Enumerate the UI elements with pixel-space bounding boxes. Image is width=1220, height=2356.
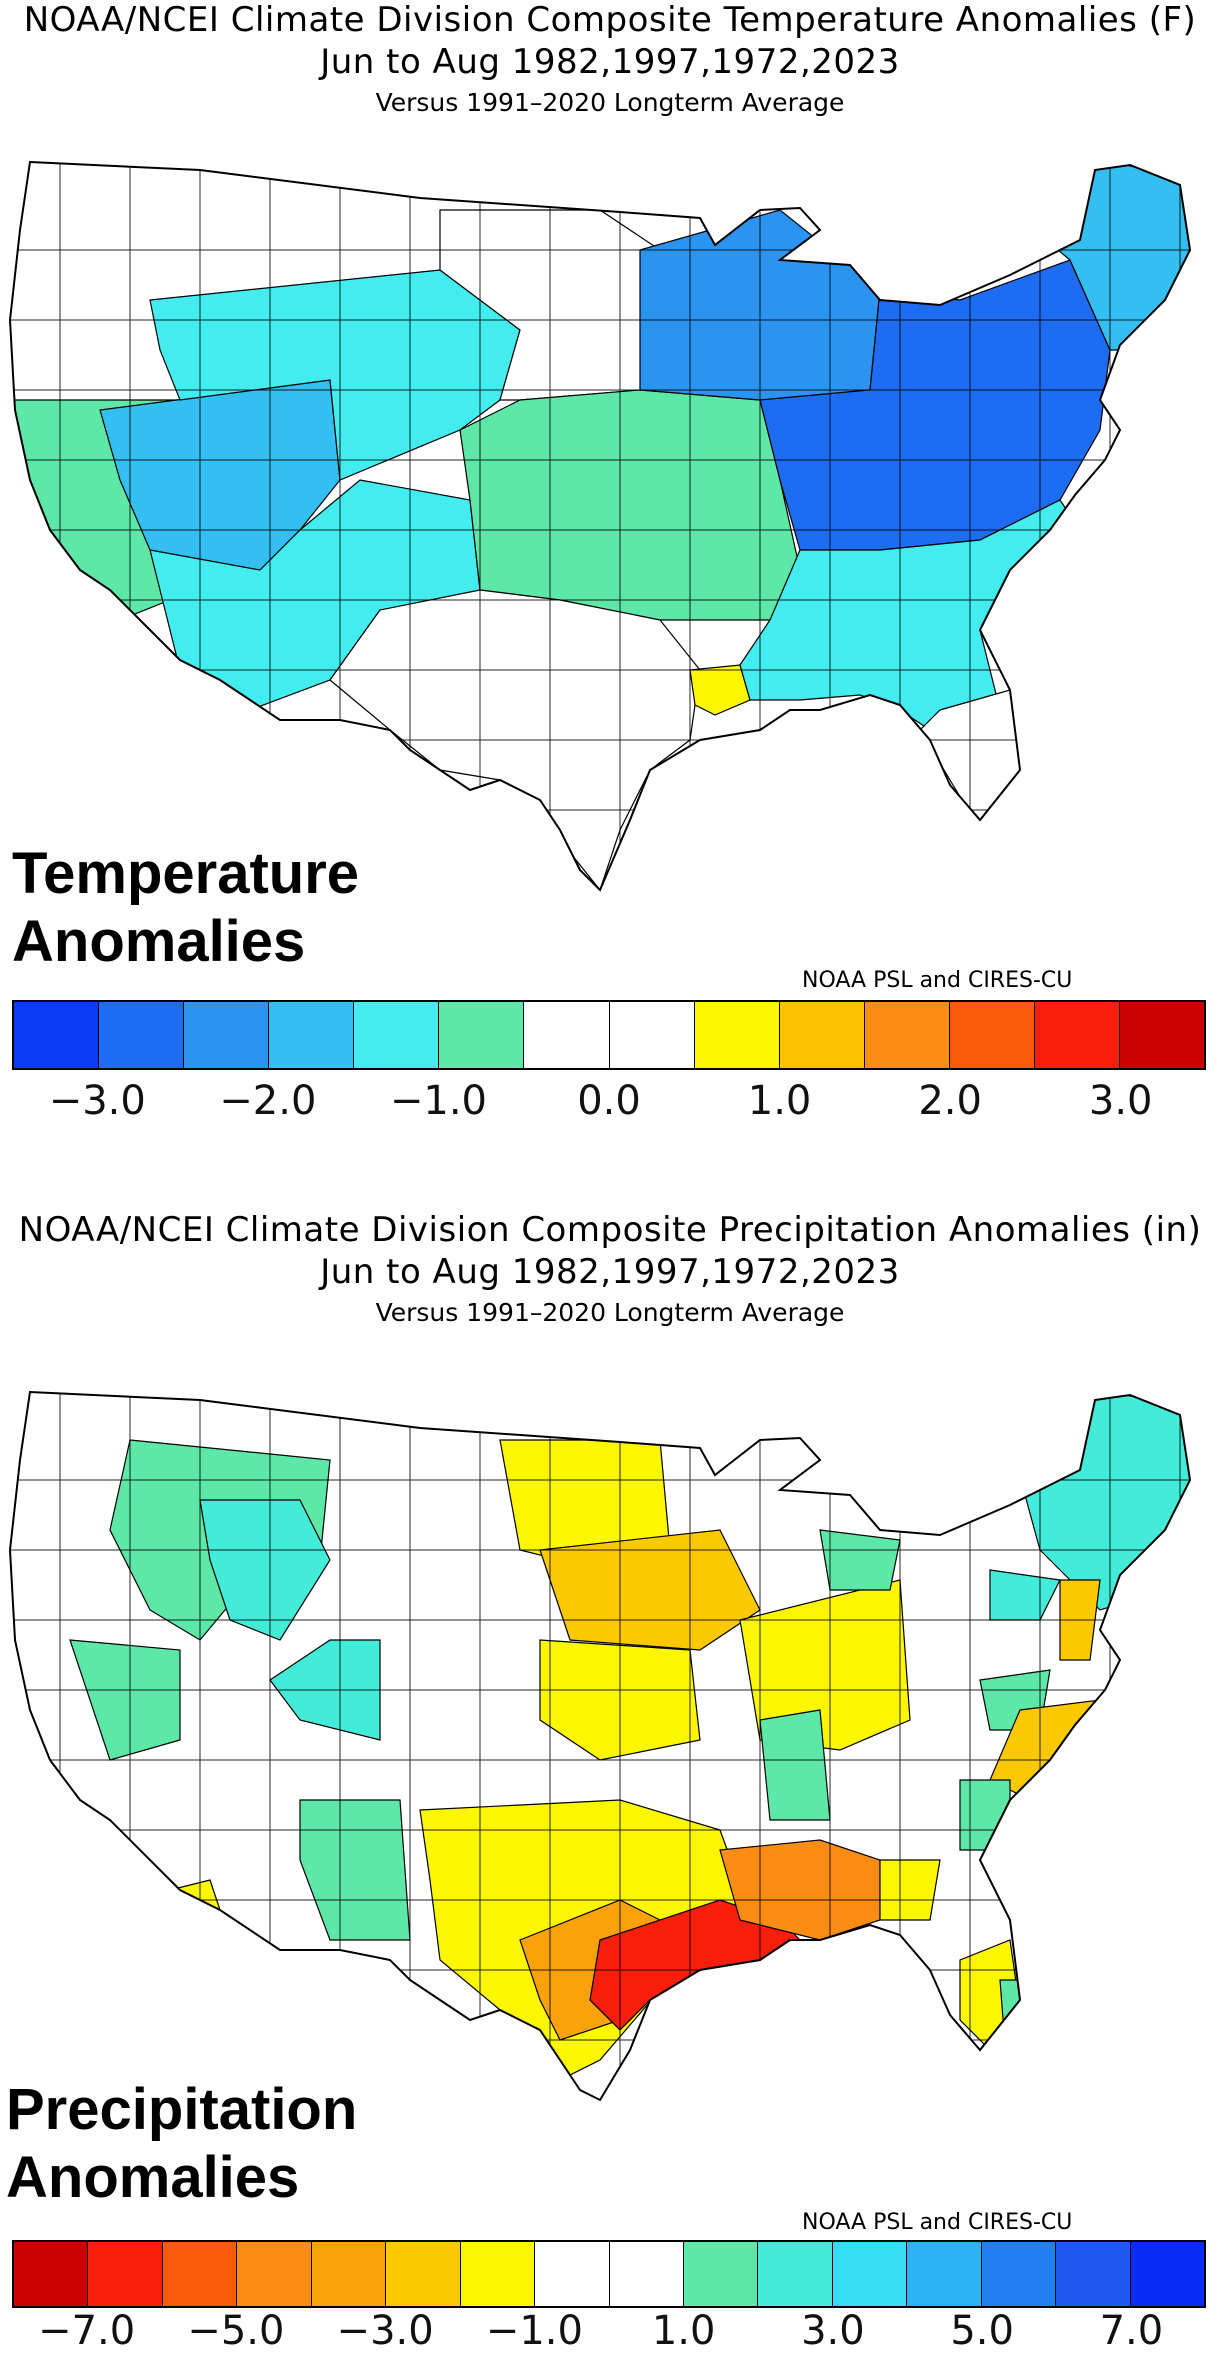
temperature-colorbar-tick-label: −2.0 (219, 1078, 317, 1124)
region-louisiana-coast (689, 664, 751, 716)
region-mississippi-green (759, 1709, 831, 1821)
precipitation-colorbar-tick-label: −1.0 (485, 2308, 583, 2354)
region-great-basin-green (69, 1639, 181, 1761)
us-outline (8, 1390, 1192, 2102)
precipitation-colorbar-swatch (311, 2242, 387, 2306)
temperature-colorbar-swatch (99, 1002, 185, 1068)
precipitation-colorbar-swatch (1056, 2242, 1131, 2306)
precipitation-panel-label: Precipitation Anomalies (6, 2076, 357, 2212)
precipitation-colorbar-tick-label: 3.0 (801, 2308, 865, 2354)
temperature-colorbar-swatch (949, 1002, 1035, 1068)
precipitation-colorbar-swatch (981, 2242, 1057, 2306)
region-gulf-yellow (879, 1859, 941, 1921)
precipitation-colorbar-swatch (14, 2242, 89, 2306)
temperature-colorbar-ticks: −3.0 −2.0 −1.0 0.0 1.0 2.0 3.0 (12, 1078, 1206, 1126)
temperature-label-line1: Temperature (12, 841, 360, 906)
region-iowa-nebraska (539, 1529, 761, 1651)
temperature-colorbar-swatch (779, 1002, 865, 1068)
temperature-colorbar-tick-label: 3.0 (1088, 1078, 1153, 1124)
precipitation-colorbar-tick-label: −5.0 (187, 2308, 285, 2354)
precipitation-colorbar-tick-label: −3.0 (336, 2308, 434, 2354)
temperature-colorbar-swatch (439, 1002, 525, 1068)
temperature-colorbar-swatch (864, 1002, 950, 1068)
precipitation-colorbar (12, 2240, 1206, 2308)
temperature-colorbar-swatch (14, 1002, 100, 1068)
us-outline (8, 160, 1192, 892)
temperature-colorbar-swatch (1120, 1002, 1205, 1068)
region-new-mexico (299, 1799, 411, 1941)
precipitation-panel: NOAA/NCEI Climate Division Composite Pre… (0, 1210, 1220, 2354)
temperature-label-line2: Anomalies (12, 909, 306, 974)
temperature-colorbar-swatch (184, 1002, 270, 1068)
temperature-colorbar-swatch (354, 1002, 440, 1068)
temperature-map (8, 160, 1192, 892)
precipitation-credit: NOAA PSL and CIRES-CU (802, 2210, 1073, 2235)
temperature-colorbar-swatch (609, 1002, 695, 1068)
region-florida-green (999, 1979, 1031, 2046)
temperature-colorbar-swatch (269, 1002, 355, 1068)
precipitation-colorbar-tick-label: 5.0 (950, 2308, 1014, 2354)
precipitation-colorbar-tick-label: −7.0 (38, 2308, 136, 2354)
precipitation-colorbar-swatch (683, 2242, 759, 2306)
temperature-panel: NOAA/NCEI Climate Division Composite Tem… (8, 0, 1206, 1126)
precipitation-colorbar-tick-label: 7.0 (1099, 2308, 1164, 2354)
temperature-colorbar-tick-label: 0.0 (577, 1078, 641, 1124)
precipitation-colorbar-swatch (535, 2242, 610, 2306)
temperature-period: Jun to Aug 1982,1997,1972,2023 (320, 42, 900, 82)
temperature-colorbar-tick-label: −1.0 (389, 1078, 487, 1124)
precipitation-label-line2: Anomalies (6, 2145, 300, 2210)
precipitation-colorbar-swatch (907, 2242, 982, 2306)
precipitation-colorbar-swatch (609, 2242, 684, 2306)
precipitation-colorbar-swatch (758, 2242, 833, 2306)
precipitation-colorbar-swatch (88, 2242, 163, 2306)
temperature-credit: NOAA PSL and CIRES-CU (802, 968, 1073, 993)
precipitation-colorbar-swatch (832, 2242, 908, 2306)
temperature-baseline: Versus 1991–2020 Longterm Average (375, 88, 845, 117)
temperature-title: NOAA/NCEI Climate Division Composite Tem… (23, 0, 1197, 40)
precipitation-title: NOAA/NCEI Climate Division Composite Pre… (18, 1210, 1202, 1250)
precipitation-colorbar-swatch (1130, 2242, 1204, 2306)
region-montana-plains (199, 1499, 331, 1641)
precipitation-colorbar-ticks: −7.0 −5.0 −3.0 −1.0 1.0 3.0 5.0 7.0 (12, 2308, 1206, 2356)
precipitation-period: Jun to Aug 1982,1997,1972,2023 (320, 1252, 900, 1292)
precipitation-baseline: Versus 1991–2020 Longterm Average (375, 1298, 845, 1327)
region-great-lakes-green (819, 1529, 901, 1591)
precipitation-map (8, 1390, 1192, 2102)
temperature-colorbar-swatch (694, 1002, 780, 1068)
temperature-colorbar-swatch (1034, 1002, 1121, 1068)
precipitation-colorbar-swatch (237, 2242, 312, 2306)
temperature-colorbar-tick-label: 1.0 (747, 1078, 812, 1124)
region-central-plains (459, 389, 801, 621)
temperature-colorbar-tick-label: −3.0 (48, 1078, 146, 1124)
precipitation-colorbar-swatch (386, 2242, 461, 2306)
temperature-colorbar-swatch (524, 1002, 610, 1068)
temperature-colorbar (12, 1000, 1206, 1070)
region-arizona (129, 1879, 231, 1981)
temperature-colorbar-tick-label: 2.0 (918, 1078, 982, 1124)
precipitation-colorbar-swatch (162, 2242, 238, 2306)
precipitation-label-line1: Precipitation (6, 2077, 358, 2142)
temperature-panel-label: Temperature Anomalies (12, 840, 359, 976)
precipitation-colorbar-tick-label: 1.0 (651, 2308, 716, 2354)
precipitation-colorbar-swatch (460, 2242, 536, 2306)
